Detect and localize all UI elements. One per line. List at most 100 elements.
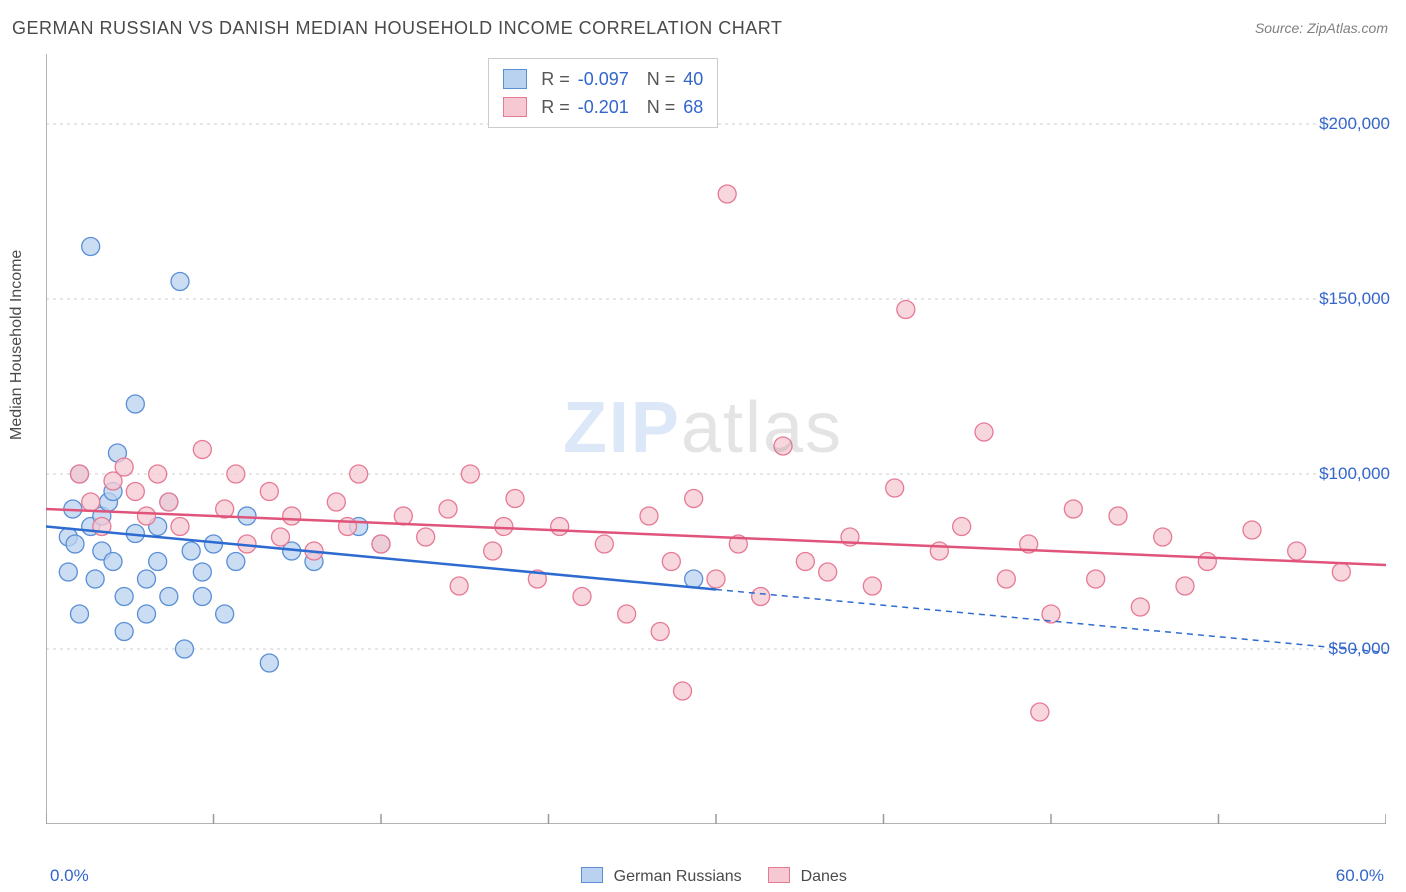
- data-point: [227, 553, 245, 571]
- y-tick-label: $150,000: [1319, 289, 1390, 309]
- stat-n-label: N =: [647, 97, 676, 117]
- legend-swatch-2: [768, 867, 790, 883]
- data-point: [182, 542, 200, 560]
- data-point: [439, 500, 457, 518]
- data-point: [685, 570, 703, 588]
- data-point: [372, 535, 390, 553]
- data-point: [104, 553, 122, 571]
- data-point: [796, 553, 814, 571]
- y-tick-label: $50,000: [1329, 639, 1390, 659]
- data-point: [82, 493, 100, 511]
- data-point: [595, 535, 613, 553]
- stat-r-label: R =: [541, 97, 570, 117]
- stat-n-value: 40: [683, 69, 703, 89]
- stats-row: R =-0.097N =40: [503, 65, 703, 93]
- stat-r-value: -0.097: [578, 69, 629, 89]
- data-point: [171, 273, 189, 291]
- data-point: [115, 588, 133, 606]
- data-point: [953, 518, 971, 536]
- data-point: [1154, 528, 1172, 546]
- data-point: [149, 465, 167, 483]
- data-point: [1087, 570, 1105, 588]
- data-point: [1198, 553, 1216, 571]
- data-point: [1332, 563, 1350, 581]
- data-point: [71, 605, 89, 623]
- data-point: [1288, 542, 1306, 560]
- data-point: [171, 518, 189, 536]
- data-point: [685, 490, 703, 508]
- stat-r-value: -0.201: [578, 97, 629, 117]
- data-point: [160, 493, 178, 511]
- stat-r-label: R =: [541, 69, 570, 89]
- data-point: [160, 588, 178, 606]
- data-point: [138, 605, 156, 623]
- data-point: [707, 570, 725, 588]
- data-point: [484, 542, 502, 560]
- data-point: [1176, 577, 1194, 595]
- data-point: [461, 465, 479, 483]
- data-point: [674, 682, 692, 700]
- data-point: [752, 588, 770, 606]
- data-point: [506, 490, 524, 508]
- data-point: [897, 301, 915, 319]
- data-point: [930, 542, 948, 560]
- stats-swatch: [503, 97, 527, 117]
- data-point: [1131, 598, 1149, 616]
- data-point: [618, 605, 636, 623]
- data-point: [651, 623, 669, 641]
- data-point: [216, 605, 234, 623]
- data-point: [394, 507, 412, 525]
- data-point: [82, 238, 100, 256]
- data-point: [260, 654, 278, 672]
- data-point: [640, 507, 658, 525]
- data-point: [86, 570, 104, 588]
- data-point: [175, 640, 193, 658]
- stats-legend-box: R = -0.097 N = 40 R = -0.201 N = 68: [488, 58, 718, 128]
- data-point: [1064, 500, 1082, 518]
- data-point: [126, 395, 144, 413]
- data-point: [573, 588, 591, 606]
- data-point: [71, 465, 89, 483]
- data-point: [115, 623, 133, 641]
- data-point: [149, 553, 167, 571]
- legend-label-2: Danes: [801, 868, 847, 885]
- chart-container: GERMAN RUSSIAN VS DANISH MEDIAN HOUSEHOL…: [0, 0, 1406, 892]
- data-point: [138, 507, 156, 525]
- data-point: [819, 563, 837, 581]
- data-point: [193, 441, 211, 459]
- legend-label-1: German Russians: [614, 868, 742, 885]
- data-point: [886, 479, 904, 497]
- data-point: [59, 563, 77, 581]
- data-point: [450, 577, 468, 595]
- data-point: [662, 553, 680, 571]
- data-point: [1109, 507, 1127, 525]
- data-point: [260, 483, 278, 501]
- stats-row: R = -0.201 N = 68: [503, 93, 703, 121]
- data-point: [975, 423, 993, 441]
- data-point: [272, 528, 290, 546]
- scatter-plot: [46, 54, 1386, 824]
- data-point: [193, 563, 211, 581]
- chart-title: GERMAN RUSSIAN VS DANISH MEDIAN HOUSEHOL…: [12, 18, 782, 39]
- data-point: [718, 185, 736, 203]
- y-axis-label: Median Household Income: [8, 250, 26, 440]
- stats-swatch: [503, 69, 527, 89]
- data-point: [138, 570, 156, 588]
- y-tick-label: $100,000: [1319, 464, 1390, 484]
- data-point: [997, 570, 1015, 588]
- data-point: [1243, 521, 1261, 539]
- data-point: [774, 437, 792, 455]
- legend-swatch-1: [581, 867, 603, 883]
- stat-n-value: 68: [683, 97, 703, 117]
- data-point: [1031, 703, 1049, 721]
- data-point: [327, 493, 345, 511]
- data-point: [126, 483, 144, 501]
- data-point: [863, 577, 881, 595]
- data-point: [66, 535, 84, 553]
- data-point: [193, 588, 211, 606]
- data-point: [417, 528, 435, 546]
- data-point: [115, 458, 133, 476]
- data-point: [283, 507, 301, 525]
- data-point: [350, 465, 368, 483]
- data-point: [227, 465, 245, 483]
